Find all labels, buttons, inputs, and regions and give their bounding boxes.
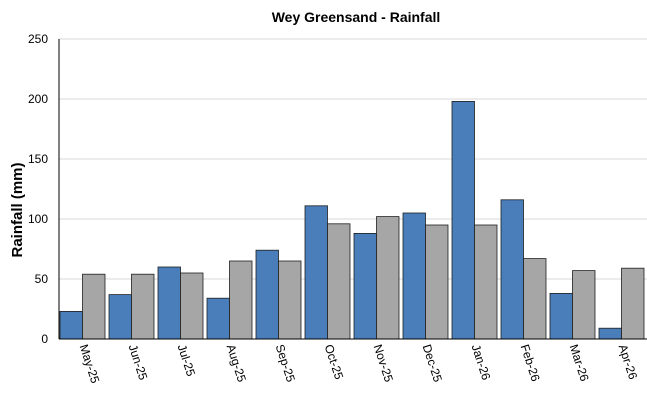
y-tick-label: 250 [28,32,48,46]
y-tick-label: 150 [28,152,48,166]
x-tick-label: Nov-25 [371,343,396,384]
x-tick-label: Feb-26 [518,343,543,384]
bar-secondary [572,270,596,340]
x-tick-label: Sep-25 [273,343,298,384]
bar-primary [255,249,279,340]
x-tick-label: Mar-26 [567,343,592,384]
x-tick-label: Jan-26 [469,343,494,383]
bar-primary [206,297,230,340]
bar-primary [598,327,622,340]
x-tick-label: Oct-25 [322,343,347,382]
bar-secondary [621,267,645,340]
bar-secondary [523,258,547,340]
y-tick-label: 100 [28,212,48,226]
bar-secondary [425,224,449,340]
bar-primary [108,294,132,340]
bar-secondary [131,273,155,340]
bar-primary [451,101,475,340]
bar-secondary [376,216,400,340]
bar-secondary [180,272,204,340]
bar-primary [549,292,573,340]
y-tick-label: 200 [28,92,48,106]
gridlines [59,38,647,280]
bar-primary [157,266,181,340]
y-tick-label: 50 [35,272,49,286]
x-tick-label: Aug-25 [224,343,249,384]
bar-secondary [82,273,106,340]
bar-secondary [474,224,498,340]
x-tick-labels: May-25 Jun-25 Jul-25 Aug-25 Sep-25 Oct-25 Nov-… [77,343,641,386]
bars [59,101,645,340]
bar-primary [59,310,83,340]
x-tick-label: Jul-25 [175,343,199,379]
bar-primary [304,205,328,340]
y-tick-label: 0 [41,332,48,346]
bar-secondary [327,223,351,340]
x-tick-label: Dec-25 [420,343,445,384]
bar-secondary [229,260,253,340]
bar-primary [402,212,426,340]
y-tick-labels: 0 50 100 150 200 250 [28,32,48,346]
y-axis-label: Rainfall (mm) [9,162,26,257]
chart-title: Wey Greensand - Rainfall [272,9,441,25]
bar-primary [500,199,524,340]
x-tick-label: Jun-25 [126,343,151,383]
bar-secondary [278,260,302,340]
x-tick-label: Apr-26 [616,343,641,382]
bar-primary [353,232,377,340]
x-tick-label: May-25 [77,343,103,386]
